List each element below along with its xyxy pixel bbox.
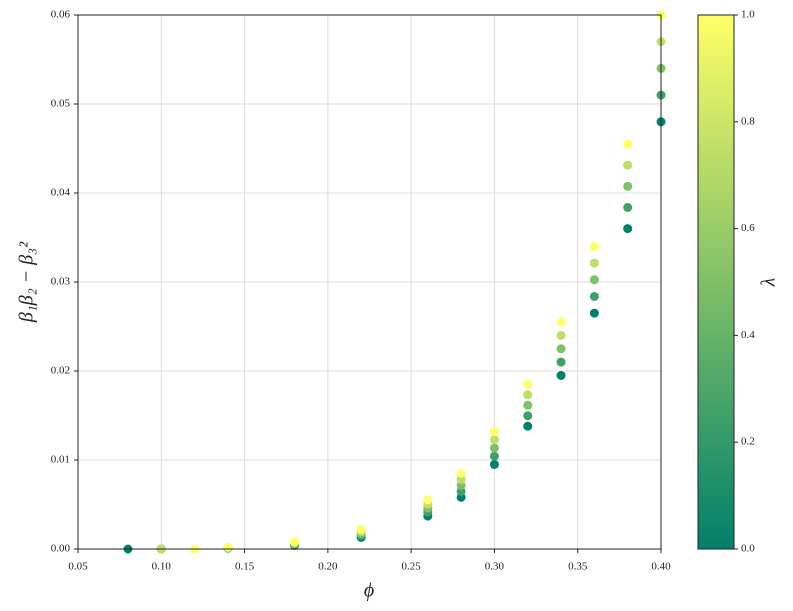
colorbar-tick-label: 0.0 <box>741 543 755 555</box>
colorbar-tick-label: 0.4 <box>741 329 755 341</box>
colorbar-tick-label: 0.6 <box>741 222 755 234</box>
y-tick-label: 0.04 <box>51 187 71 199</box>
x-tick-label: 0.30 <box>485 561 505 573</box>
x-tick-label: 0.20 <box>318 561 338 573</box>
y-tick-label: 0.02 <box>51 365 70 377</box>
point <box>489 435 499 445</box>
point <box>489 451 499 461</box>
colorbar-tick-label: 1.0 <box>741 9 755 21</box>
x-tick-label: 0.35 <box>568 561 588 573</box>
point <box>556 370 566 380</box>
x-axis-label: ϕ <box>364 580 374 602</box>
point <box>589 308 599 318</box>
point <box>589 291 599 301</box>
colorbar <box>697 14 735 550</box>
x-tick-label: 0.05 <box>68 561 88 573</box>
points <box>123 10 666 554</box>
point <box>556 357 566 367</box>
point <box>489 459 499 469</box>
point <box>456 468 466 478</box>
point <box>489 443 499 453</box>
y-tick-label: 0.03 <box>51 276 71 288</box>
point <box>523 400 533 410</box>
point <box>290 537 300 547</box>
point <box>623 202 633 212</box>
y-tick-label: 0.06 <box>51 9 71 21</box>
colorbar-label: λ <box>758 277 780 287</box>
point <box>556 330 566 340</box>
x-tick-label: 0.40 <box>651 561 671 573</box>
point <box>423 495 433 505</box>
y-tick-label: 0.05 <box>51 98 71 110</box>
plot-frame <box>77 14 662 550</box>
point <box>523 390 533 400</box>
point <box>523 421 533 431</box>
point <box>523 411 533 421</box>
point <box>489 427 499 437</box>
colorbar-tick-label: 0.2 <box>741 436 755 448</box>
point <box>223 542 233 552</box>
point <box>589 241 599 251</box>
point <box>623 181 633 191</box>
x-tick-label: 0.25 <box>402 561 422 573</box>
point <box>556 344 566 354</box>
x-tick-label: 0.15 <box>235 561 255 573</box>
point <box>556 317 566 327</box>
point <box>356 524 366 534</box>
y-tick-label: 0.01 <box>51 454 70 466</box>
point <box>589 258 599 268</box>
y-tick-label: 0.00 <box>51 543 71 555</box>
point <box>623 139 633 149</box>
point <box>589 275 599 285</box>
point <box>623 160 633 170</box>
colorbar-tick-label: 0.8 <box>741 115 755 127</box>
point <box>623 224 633 234</box>
x-tick-label: 0.10 <box>152 561 172 573</box>
point <box>523 379 533 389</box>
y-axis-label: β₁β₂ − β₃² <box>16 241 38 323</box>
